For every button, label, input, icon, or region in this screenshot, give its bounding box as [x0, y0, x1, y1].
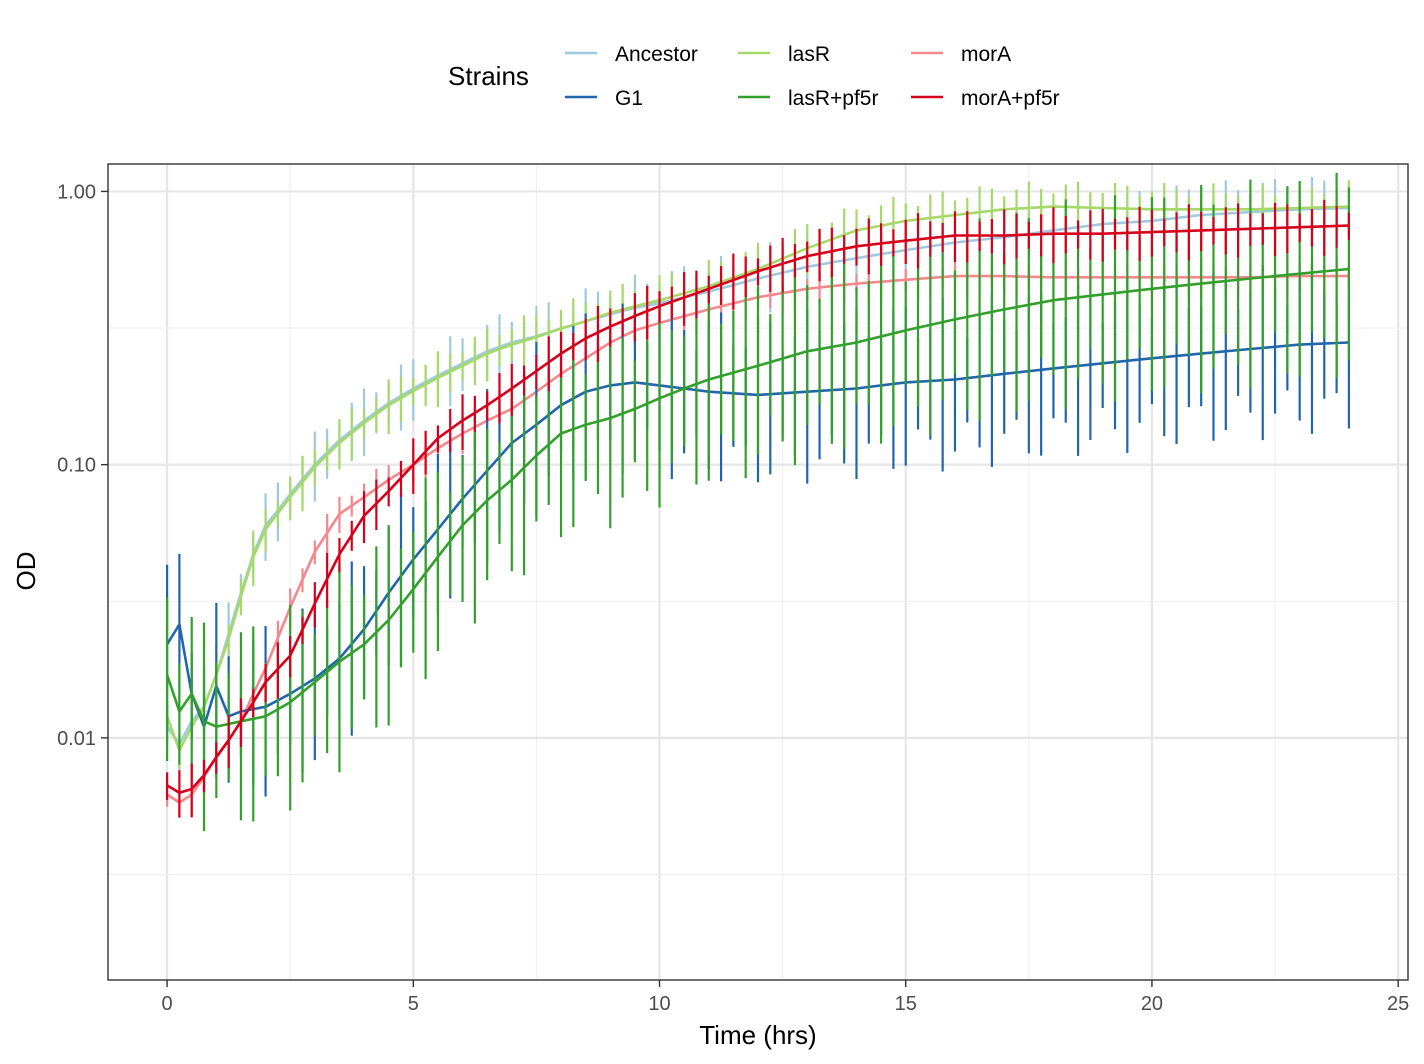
y-tick-label: 0.10: [57, 455, 96, 477]
x-tick-label: 20: [1141, 993, 1163, 1015]
x-tick-label: 10: [648, 993, 670, 1015]
legend-items: Ancestor G1 lasR lasR+pf5r morA morA+pf5r: [565, 43, 1060, 110]
legend-label: G1: [615, 87, 643, 110]
legend-label: lasR: [788, 43, 830, 66]
legend-item: lasR+pf5r: [738, 87, 878, 110]
y-axis: 0.01 0.10 1.00: [57, 181, 108, 750]
series-layer: [165, 172, 1351, 832]
y-axis-title: OD: [11, 552, 41, 591]
legend-label: morA+pf5r: [961, 87, 1060, 110]
x-tick-label: 15: [895, 993, 917, 1015]
legend-title: Strains: [448, 61, 529, 91]
x-tick-label: 5: [408, 993, 419, 1015]
legend-label: lasR+pf5r: [788, 87, 878, 110]
x-axis: 0 5 10 15 20 25: [162, 980, 1409, 1015]
legend-item: lasR: [738, 43, 830, 66]
y-tick-label: 1.00: [57, 181, 96, 203]
series-mora-pf5r: [165, 199, 1351, 818]
x-axis-title: Time (hrs): [699, 1020, 816, 1050]
x-tick-label: 0: [162, 993, 173, 1015]
legend-item: G1: [565, 87, 643, 110]
series-line: [165, 267, 1350, 728]
legend-item: Ancestor: [565, 43, 698, 66]
y-tick-label: 0.01: [57, 728, 96, 750]
series-line: [165, 205, 1349, 752]
legend-item: morA: [911, 43, 1011, 66]
legend-label: Ancestor: [615, 43, 698, 66]
x-tick-label: 25: [1387, 993, 1409, 1015]
legend-item: morA+pf5r: [911, 87, 1060, 110]
plot-border: [107, 163, 1409, 981]
legend-label: morA: [961, 43, 1011, 66]
series-line: [166, 224, 1349, 794]
legend: Strains Ancestor G1 lasR lasR+pf5r morA morA+…: [448, 43, 1060, 110]
gridlines: [108, 164, 1408, 980]
